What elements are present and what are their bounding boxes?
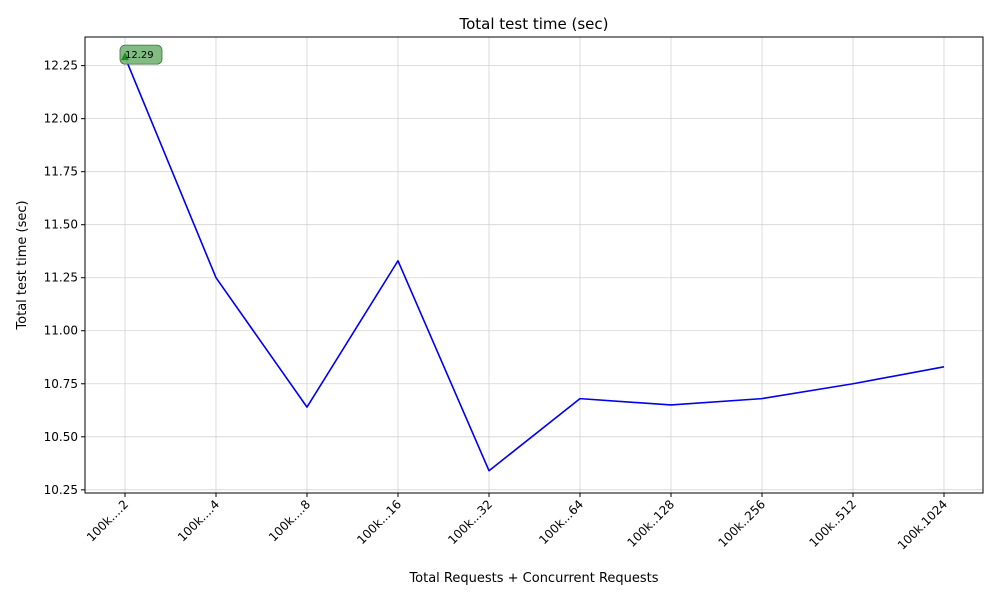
y-tick-label: 11.50 — [44, 218, 78, 232]
annotation-label: 12.29 — [125, 50, 154, 61]
y-tick-label: 11.00 — [44, 324, 78, 338]
x-tick-label: 100k...16 — [354, 497, 404, 547]
x-tick-label: 100k..512 — [807, 497, 860, 550]
x-tick-label: 100k..256 — [716, 497, 769, 550]
annotation-box — [119, 44, 163, 65]
x-tick-label: 100k.1024 — [895, 497, 950, 552]
max-point-marker — [121, 52, 129, 61]
x-tick-label: 100k..128 — [625, 497, 678, 550]
y-tick-label: 11.25 — [44, 271, 78, 285]
annotation-layer: 12.29 — [119, 44, 163, 65]
x-axis: 100k....2 100k....4 100k....8 100k...16 100k… — [84, 493, 950, 553]
x-tick-label: 100k...64 — [536, 497, 586, 547]
x-tick-label: 100k....2 — [84, 497, 131, 544]
plot-frame — [84, 36, 984, 494]
series-line — [124, 56, 945, 472]
x-tick-label: 100k...32 — [445, 497, 495, 547]
x-tick-label: 100k....8 — [266, 497, 313, 544]
y-axis-label: Total test time (sec) — [15, 200, 30, 330]
y-tick-label: 12.25 — [44, 59, 78, 73]
y-tick-label: 10.25 — [44, 483, 78, 497]
y-tick-label: 12.00 — [44, 112, 78, 126]
grid — [85, 37, 983, 493]
y-tick-label: 11.75 — [44, 165, 78, 179]
y-tick-label: 10.75 — [44, 377, 78, 391]
x-axis-label: Total Requests + Concurrent Requests — [408, 571, 658, 586]
series-layer — [124, 56, 945, 472]
y-tick-label: 10.50 — [44, 430, 78, 444]
y-axis: 10.25 10.50 10.75 11.00 11.25 11.50 11.75 12.00… — [44, 59, 85, 497]
chart-title: Total test time (sec) — [458, 15, 608, 33]
x-tick-label: 100k....4 — [175, 497, 222, 544]
